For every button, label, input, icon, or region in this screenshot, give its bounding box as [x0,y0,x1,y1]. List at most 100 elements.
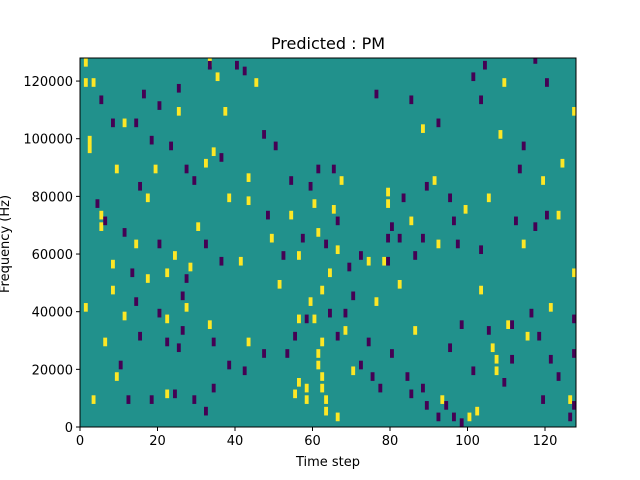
heatmap-cell [293,331,298,341]
heatmap-cell [560,158,565,168]
heatmap-cell [463,205,468,214]
heatmap-cell [529,308,534,318]
heatmap-cell [289,210,294,220]
heatmap-cell [223,107,228,116]
heatmap-cell [126,395,131,404]
x-tick-label: 40 [227,434,244,449]
heatmap-cell [134,118,139,128]
heatmap-cell [386,199,391,208]
heatmap-cell [176,83,181,93]
heatmap-cell [510,354,515,364]
heatmap-cell [215,72,220,82]
heatmap-cell [219,256,224,266]
heatmap-cell [122,118,127,128]
heatmap-cell [436,118,441,128]
heatmap-cell [320,383,325,393]
heatmap-cell [316,228,321,237]
heatmap-cell [118,360,123,370]
heatmap-cell [122,311,127,321]
heatmap-cell [87,135,92,145]
heatmap-cell [401,193,406,203]
heatmap-cell [359,360,363,370]
heatmap-cell [165,337,170,347]
y-axis: 0 20000 40000 60000 80000 100000 120000 [23,75,80,436]
heatmap-cell [149,135,154,145]
heatmap-cell [328,308,332,318]
heatmap-cell [285,349,290,358]
heatmap-cell [312,199,317,208]
heatmap-cell [556,372,561,381]
heatmap-cell [409,216,414,226]
heatmap-cell [262,349,267,358]
heatmap-cell [459,418,464,427]
heatmap-cell [490,343,495,353]
heatmap-cell [339,176,344,185]
y-tick-label: 100000 [23,133,73,148]
heatmap-cell [548,303,553,312]
heatmap-cell [157,239,162,249]
heatmap-cell [246,173,251,182]
heatmap-cell [184,164,189,174]
heatmap-cell [111,285,115,295]
heatmap-cell [366,337,371,347]
heatmap-cell [304,395,309,404]
heatmap-cell [324,406,329,416]
x-axis-title: Time step [295,455,360,470]
plot-area [79,57,577,428]
heatmap-cell [300,233,305,243]
heatmap-cell [483,60,487,70]
heatmap-cell [188,262,193,272]
heatmap-cell [297,251,301,260]
y-axis-title: Frequency (Hz) [0,195,13,293]
heatmap-cell [545,210,549,220]
heatmap-cell [95,199,100,208]
heatmap-cell [196,222,201,231]
heatmap-cell [572,349,577,358]
heatmap-cell [207,60,212,70]
heatmap-cell [521,239,526,249]
heatmap-cell [382,256,387,266]
heatmap-cell [91,78,96,87]
heatmap-cell [320,285,325,295]
heatmap-cell [533,222,538,231]
heatmap-cell [142,89,146,99]
heatmap-cell [432,176,437,185]
heatmap-cell [409,389,414,399]
heatmap-cell [386,233,391,243]
heatmap-cell [103,337,108,347]
heatmap-cell [145,274,150,283]
heatmap-cell [266,210,270,220]
heatmap-cell [335,216,340,226]
heatmap-cell [235,60,239,70]
heatmap-cell [145,193,150,203]
heatmap-cell [421,383,425,393]
heatmap-cell [335,331,340,341]
heatmap-cell [572,268,577,278]
heatmap-cell [207,320,212,329]
heatmap-cell [486,193,491,203]
heatmap-cell [440,395,445,404]
heatmap-cell [459,320,464,329]
heatmap-cell [448,193,453,203]
heatmap-cell [157,101,162,110]
heatmap-cell [413,326,418,335]
heatmap-cell [238,256,243,266]
heatmap-cell [219,153,224,162]
heatmap-cell [316,349,321,358]
heatmap-cell [122,228,127,237]
heatmap-cell [343,326,348,335]
x-tick-label: 120 [533,434,558,449]
heatmap-cell [227,360,232,370]
heatmap-cell [211,337,216,347]
heatmap-cell [537,331,542,341]
heatmap-cell [83,58,88,67]
heatmap-cell [192,176,197,185]
heatmap-cell [510,320,515,329]
heatmap-cell [277,279,282,289]
heatmap-cell [180,326,185,335]
heatmap-cell [548,354,553,364]
heatmap-cell [273,141,278,151]
heatmap-cell [184,303,189,312]
heatmap-cell [130,268,135,278]
heatmap-cell [452,216,456,226]
